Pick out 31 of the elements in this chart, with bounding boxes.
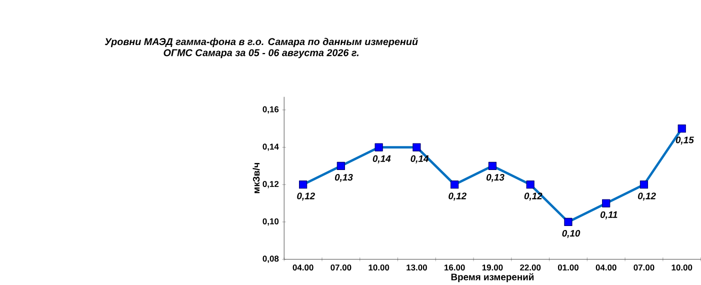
data-label: 0,11 bbox=[600, 211, 618, 220]
x-tick-label: 16.00 bbox=[444, 264, 465, 270]
x-tick-label: 07.00 bbox=[634, 264, 654, 270]
y-tick-label: 0,16 bbox=[262, 106, 279, 114]
x-tick-label: 07.00 bbox=[330, 264, 352, 270]
data-label: 0,15 bbox=[676, 136, 694, 145]
data-label: 0,12 bbox=[638, 192, 656, 201]
data-label: 0,12 bbox=[448, 192, 466, 201]
data-label: 0,12 bbox=[524, 192, 542, 201]
data-label: 0,13 bbox=[486, 174, 504, 182]
chart-subtitle: ОГМС Самара за 05 - 06 августа 2026 г. bbox=[164, 49, 359, 58]
y-axis-title: мкЗв/ч bbox=[252, 162, 260, 193]
y-tick-label: 0,08 bbox=[262, 256, 279, 263]
x-tick-label: 10.00 bbox=[368, 264, 390, 270]
x-tick-label: 22.00 bbox=[520, 264, 541, 270]
y-tick-label: 0,10 bbox=[262, 218, 279, 226]
x-tick-label: 10.00 bbox=[672, 264, 692, 270]
data-label: 0,14 bbox=[410, 155, 429, 164]
chart-title: Уровни МАЭД гамма-фона в г.о. Самара по данным измерений bbox=[104, 37, 418, 47]
data-label: 0,10 bbox=[562, 230, 580, 238]
y-tick-label: 0,14 bbox=[262, 143, 279, 151]
x-tick-label: 13.00 bbox=[406, 264, 427, 270]
x-tick-label: 01.00 bbox=[558, 264, 578, 270]
data-label: 0,13 bbox=[334, 174, 353, 182]
x-tick-label: 04.00 bbox=[292, 264, 314, 270]
data-label: 0,12 bbox=[297, 192, 315, 201]
data-label: 0,14 bbox=[372, 155, 391, 164]
x-axis-title: Время измерений bbox=[451, 273, 534, 282]
x-tick-label: 04.00 bbox=[596, 264, 616, 270]
y-tick-label: 0,12 bbox=[262, 180, 279, 188]
x-tick-label: 19.00 bbox=[482, 264, 503, 270]
